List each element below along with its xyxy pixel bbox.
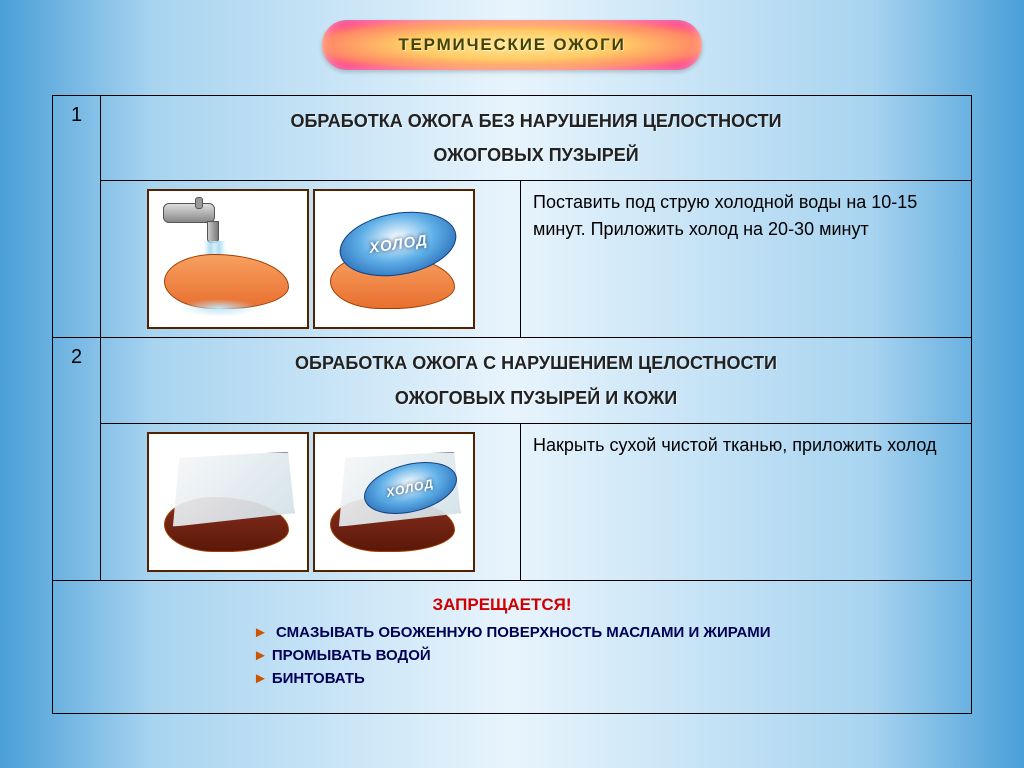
warning-text: СМАЗЫВАТЬ ОБОЖЕННУЮ ПОВЕРХНОСТЬ МАСЛАМИ … [276,624,771,641]
heading-line: ОЖОГОВЫХ ПУЗЫРЕЙ [433,145,638,165]
splash-icon [179,299,259,317]
section-heading: ОБРАБОТКА ОЖОГА БЕЗ НАРУШЕНИЯ ЦЕЛОСТНОСТ… [101,96,972,181]
heading-line: ОБРАБОТКА ОЖОГА С НАРУШЕНИЕМ ЦЕЛОСТНОСТИ [295,353,777,373]
description-cell: Поставить под струю холодной воды на 10-… [521,181,972,338]
coldpack-label: ХОЛОД [385,476,435,500]
illustration-cell: ХОЛОД [101,423,521,580]
table-row: ХОЛОД Накрыть сухой чистой тканью, прило… [53,423,972,580]
warning-item: ► СМАЗЫВАТЬ ОБОЖЕННУЮ ПОВЕРХНОСТЬ МАСЛАМ… [253,621,951,644]
illustration-coldpack: ХОЛОД [313,189,475,329]
bullet-icon: ► [253,647,268,664]
bullet-icon: ► [253,624,268,641]
section-number: 1 [53,96,101,338]
warning-row: ЗАПРЕЩАЕТСЯ! ► СМАЗЫВАТЬ ОБОЖЕННУЮ ПОВЕР… [53,580,972,713]
warning-title: ЗАПРЕЩАЕТСЯ! [53,595,951,615]
warning-item: ►БИНТОВАТЬ [253,667,951,690]
illustration-faucet [147,189,309,329]
burn-treatment-table: 1 ОБРАБОТКА ОЖОГА БЕЗ НАРУШЕНИЯ ЦЕЛОСТНО… [52,95,972,714]
illustration-cell: ХОЛОД [101,181,521,338]
title-pill: ТЕРМИЧЕСКИЕ ОЖОГИ [322,20,702,70]
faucet-icon [163,203,223,245]
illustration-cloth-coldpack: ХОЛОД [313,432,475,572]
page-title: ТЕРМИЧЕСКИЕ ОЖОГИ [398,35,625,55]
description-cell: Накрыть сухой чистой тканью, приложить х… [521,423,972,580]
bullet-icon: ► [253,670,268,687]
heading-line: ОЖОГОВЫХ ПУЗЫРЕЙ И КОЖИ [395,388,677,408]
illustration-cloth [147,432,309,572]
heading-line: ОБРАБОТКА ОЖОГА БЕЗ НАРУШЕНИЯ ЦЕЛОСТНОСТ… [290,111,781,131]
coldpack-label: ХОЛОД [367,232,428,257]
illustration-pair: ХОЛОД [113,432,508,572]
illustration-pair: ХОЛОД [113,189,508,329]
warning-text: ПРОМЫВАТЬ ВОДОЙ [272,647,431,664]
table-row: 2 ОБРАБОТКА ОЖОГА С НАРУШЕНИЕМ ЦЕЛОСТНОС… [53,338,972,423]
warning-text: БИНТОВАТЬ [272,670,365,687]
table-row: 1 ОБРАБОТКА ОЖОГА БЕЗ НАРУШЕНИЯ ЦЕЛОСТНО… [53,96,972,181]
section-number: 2 [53,338,101,580]
section-heading: ОБРАБОТКА ОЖОГА С НАРУШЕНИЕМ ЦЕЛОСТНОСТИ… [101,338,972,423]
warning-cell: ЗАПРЕЩАЕТСЯ! ► СМАЗЫВАТЬ ОБОЖЕННУЮ ПОВЕР… [53,580,972,713]
warning-item: ►ПРОМЫВАТЬ ВОДОЙ [253,644,951,667]
table-row: ХОЛОД Поставить под струю холодной воды … [53,181,972,338]
